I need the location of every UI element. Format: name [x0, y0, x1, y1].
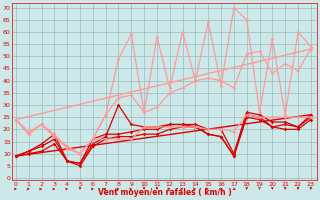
X-axis label: Vent moyen/en rafales ( km/h ): Vent moyen/en rafales ( km/h ) [98, 188, 231, 197]
